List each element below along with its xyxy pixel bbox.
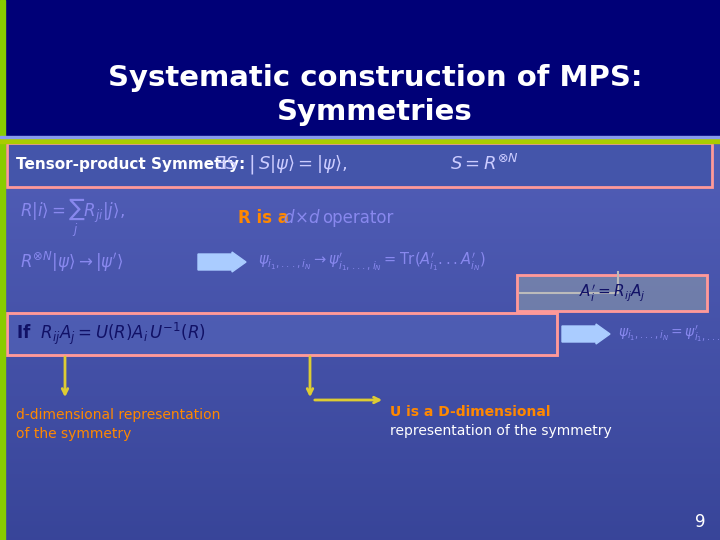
Text: $\exists S$: $\exists S$	[214, 155, 238, 173]
Bar	[0, 136, 720, 138]
Text: If  $R_{ij}A_j = U(R)A_i\,U^{-1}(R)$: If $R_{ij}A_j = U(R)A_i\,U^{-1}(R)$	[16, 321, 206, 347]
Text: $S|\psi\rangle = |\psi\rangle,$: $S|\psi\rangle = |\psi\rangle,$	[258, 153, 348, 175]
FancyBboxPatch shape	[517, 275, 707, 311]
Text: $R|i\rangle = \sum_j R_{ji}|j\rangle,$: $R|i\rangle = \sum_j R_{ji}|j\rangle,$	[20, 197, 125, 240]
FancyArrow shape	[562, 324, 610, 344]
Bar	[0, 0, 720, 140]
Text: Systematic construction of MPS:: Systematic construction of MPS:	[108, 64, 642, 92]
FancyBboxPatch shape	[7, 143, 712, 187]
Text: $\psi_{i_1,...,i_N} \rightarrow \psi^{\prime}_{i_1,...,i_N} = \mathrm{Tr}(A^{\pr: $\psi_{i_1,...,i_N} \rightarrow \psi^{\p…	[258, 251, 486, 273]
Text: of the symmetry: of the symmetry	[16, 427, 131, 441]
Text: R is a: R is a	[238, 209, 289, 227]
Bar	[0, 0, 5, 540]
Text: $S = R^{\otimes N}$: $S = R^{\otimes N}$	[450, 154, 519, 174]
Text: d-dimensional representation: d-dimensional representation	[16, 408, 220, 422]
Text: $R^{\otimes N}|\psi\rangle \rightarrow |\psi^{\prime}\rangle$: $R^{\otimes N}|\psi\rangle \rightarrow |…	[20, 250, 123, 274]
Text: Tensor-product Symmetry:: Tensor-product Symmetry:	[16, 158, 246, 172]
Text: U is a D-dimensional: U is a D-dimensional	[390, 405, 551, 419]
FancyArrow shape	[198, 252, 246, 272]
Text: $\psi_{i_1,...,i_N} = \psi^{\prime}_{i_1,...,i_N}$: $\psi_{i_1,...,i_N} = \psi^{\prime}_{i_1…	[618, 323, 720, 345]
Bar	[0, 138, 720, 143]
Text: operator: operator	[322, 209, 393, 227]
Text: 9: 9	[695, 513, 706, 531]
Text: $d\!\times\! d$: $d\!\times\! d$	[283, 209, 321, 227]
Text: Symmetries: Symmetries	[277, 98, 473, 126]
FancyBboxPatch shape	[7, 313, 557, 355]
Text: representation of the symmetry: representation of the symmetry	[390, 424, 612, 438]
Text: $A^{\prime}_i = R_{ij}A_j$: $A^{\prime}_i = R_{ij}A_j$	[579, 282, 645, 303]
Text: $|$: $|$	[248, 152, 254, 176]
